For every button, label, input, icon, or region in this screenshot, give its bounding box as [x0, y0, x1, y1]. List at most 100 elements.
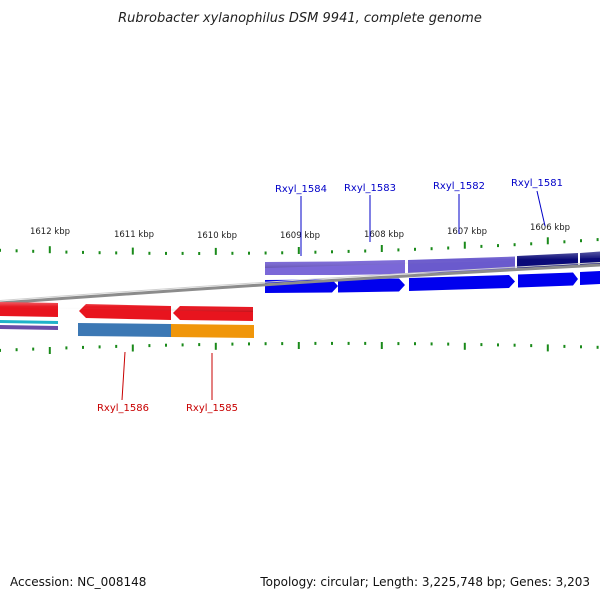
minor-tick: [513, 243, 516, 247]
forward-cog-track: [265, 271, 600, 293]
minor-tick: [331, 250, 333, 254]
minor-tick: [331, 341, 333, 345]
tick-label-1612: 1612 kbp: [30, 227, 70, 237]
minor-tick: [430, 342, 433, 346]
minor-tick: [430, 247, 433, 251]
minor-tick: [497, 343, 499, 347]
minor-tick: [414, 247, 416, 251]
major-tick: [297, 247, 300, 254]
minor-tick: [364, 341, 367, 345]
minor-tick: [596, 238, 599, 242]
minor-tick: [0, 348, 1, 352]
minor-tick: [596, 345, 599, 349]
minor-tick: [314, 341, 317, 345]
minor-tick: [314, 250, 317, 254]
scale-ticks-upper: [0, 237, 599, 255]
cog-rxyl-1585[interactable]: [171, 324, 254, 338]
major-tick: [380, 245, 383, 252]
major-tick: [546, 237, 549, 245]
scale-labels: 1612 kbp 1611 kbp 1610 kbp 1609 kbp 1608…: [30, 223, 570, 241]
major-tick: [546, 344, 549, 352]
accession-text: Accession: NC_008148: [10, 575, 146, 589]
cog-left-cyan: [0, 320, 58, 324]
major-tick: [48, 347, 51, 354]
label-rxyl-1582[interactable]: Rxyl_1582: [433, 181, 485, 192]
major-tick: [48, 246, 51, 254]
minor-tick: [447, 246, 450, 250]
major-tick: [297, 342, 300, 349]
cog-next-forward[interactable]: [580, 271, 600, 285]
minor-tick: [198, 343, 201, 347]
minor-tick: [181, 343, 184, 347]
minor-tick: [397, 248, 400, 252]
cog-rxyl-1582[interactable]: [409, 275, 515, 291]
forward-gene-track: [265, 251, 600, 275]
scale-ticks-lower: [0, 341, 599, 354]
minor-tick: [231, 342, 234, 346]
reverse-gene-track: [0, 302, 253, 321]
tick-label-1611: 1611 kbp: [114, 230, 154, 240]
minor-tick: [347, 249, 350, 253]
genome-summary-text: Topology: circular; Length: 3,225,748 bp…: [259, 575, 590, 589]
tick-label-1606: 1606 kbp: [530, 223, 570, 233]
major-tick: [131, 344, 134, 352]
tick-label-1608: 1608 kbp: [364, 230, 404, 240]
minor-tick: [530, 344, 533, 348]
label-rxyl-1584[interactable]: Rxyl_1584: [275, 184, 327, 195]
minor-tick: [480, 244, 483, 248]
genome-backbone: [0, 263, 600, 305]
minor-tick: [530, 242, 533, 246]
major-tick: [131, 247, 134, 255]
reverse-cog-track: [0, 320, 254, 338]
minor-tick: [82, 345, 84, 349]
label-rxyl-1583[interactable]: Rxyl_1583: [344, 183, 396, 194]
cog-left-purple: [0, 325, 58, 330]
minor-tick: [65, 346, 68, 350]
minor-tick: [264, 342, 267, 346]
minor-tick: [231, 251, 234, 255]
minor-tick: [165, 251, 167, 255]
major-tick: [380, 342, 383, 349]
minor-tick: [347, 341, 350, 345]
minor-tick: [248, 342, 250, 346]
label-rxyl-1586[interactable]: Rxyl_1586: [97, 403, 149, 414]
map-title: Rubrobacter xylanophilus DSM 9941, compl…: [118, 11, 482, 26]
tick-label-1607: 1607 kbp: [447, 227, 487, 237]
cog-rxyl-1586[interactable]: [78, 323, 171, 337]
minor-tick: [65, 250, 68, 254]
label-rxyl-1581[interactable]: Rxyl_1581: [511, 178, 563, 189]
cog-rxyl-1583[interactable]: [338, 278, 405, 293]
minor-tick: [0, 248, 1, 252]
minor-tick: [15, 348, 18, 352]
minor-tick: [397, 342, 400, 346]
minor-tick: [497, 244, 499, 248]
minor-tick: [15, 249, 18, 253]
major-tick: [463, 342, 466, 350]
minor-tick: [414, 342, 416, 346]
minor-tick: [513, 343, 516, 347]
minor-tick: [480, 343, 483, 347]
minor-tick: [281, 342, 284, 346]
label-rxyl-1585[interactable]: Rxyl_1585: [186, 403, 238, 414]
minor-tick: [563, 344, 566, 348]
minor-tick: [148, 251, 151, 255]
minor-tick: [447, 342, 450, 346]
forward-gene-labels: Rxyl_1584 Rxyl_1583 Rxyl_1582 Rxyl_1581: [275, 178, 563, 256]
minor-tick: [364, 249, 367, 253]
minor-tick: [563, 240, 566, 244]
minor-tick: [32, 347, 35, 351]
cog-rxyl-1581[interactable]: [518, 272, 578, 288]
major-tick: [463, 241, 466, 249]
minor-tick: [181, 251, 184, 255]
minor-tick: [264, 251, 267, 255]
tick-label-1609: 1609 kbp: [280, 231, 320, 241]
minor-tick: [98, 345, 101, 349]
reverse-gene-labels: Rxyl_1586 Rxyl_1585: [97, 351, 238, 414]
minor-tick: [281, 251, 284, 255]
minor-tick: [248, 251, 250, 255]
minor-tick: [115, 251, 118, 255]
tick-label-1610: 1610 kbp: [197, 231, 237, 241]
minor-tick: [32, 249, 35, 253]
minor-tick: [148, 344, 151, 348]
